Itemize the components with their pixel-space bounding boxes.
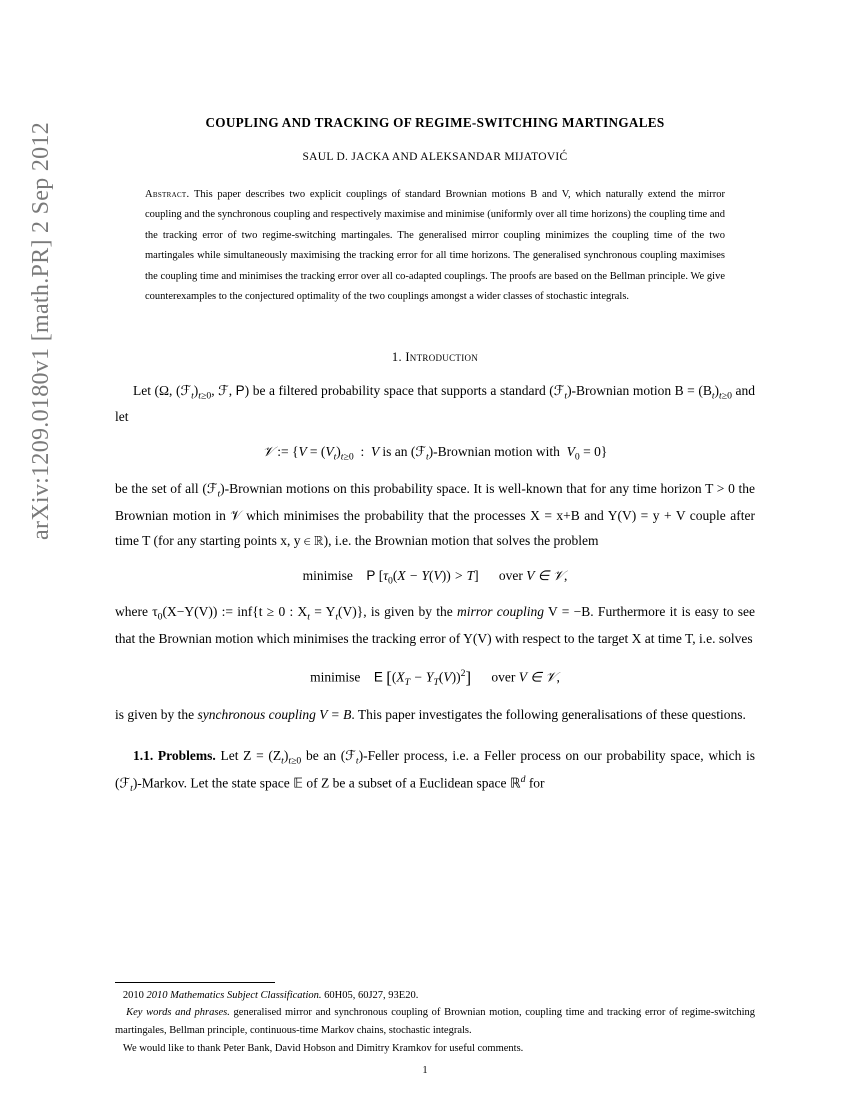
arxiv-identifier: arXiv:1209.0180v1 [math.PR] 2 Sep 2012	[28, 122, 55, 540]
footnote-label: Key words and phrases.	[126, 1007, 230, 1018]
display-math-3: minimise E [(XT − YT(V))2] over V ∈ 𝒱,	[115, 662, 755, 693]
footnote-rule	[115, 982, 275, 983]
abstract-text: This paper describes two explicit coupli…	[145, 189, 725, 302]
footnote-3: We would like to thank Peter Bank, David…	[115, 1040, 755, 1058]
text-italic: mirror coupling	[457, 604, 544, 619]
text: )-Markov. Let the state space 𝔼 of Z be …	[133, 775, 521, 790]
abstract-block: Abstract. This paper describes two expli…	[145, 185, 725, 308]
text: , ℱ,	[211, 383, 235, 398]
text: Let Z = (Z	[221, 748, 282, 763]
text: (X−Y(V)) := inf{t ≥ 0 : X	[163, 604, 308, 619]
text: minimise	[303, 568, 353, 583]
text: where τ	[115, 604, 158, 619]
text: be the set of all (ℱ	[115, 481, 217, 496]
footnote-2: Key words and phrases. generalised mirro…	[115, 1004, 755, 1040]
text: be an (ℱ	[301, 748, 356, 763]
abstract-label: Abstract.	[145, 189, 189, 200]
section-title: Introduction	[405, 350, 478, 364]
paper-title: COUPLING AND TRACKING OF REGIME-SWITCHIN…	[115, 115, 755, 131]
paragraph-4: is given by the synchronous coupling V =…	[115, 703, 755, 728]
paragraph-5: 1.1. Problems. Let Z = (Zt)t≥0 be an (ℱt…	[115, 744, 755, 798]
text: for	[525, 775, 544, 790]
text: = Y	[310, 604, 335, 619]
display-math-2: minimise P [τ0(X − Y(V)) > T] over V ∈ 𝒱…	[115, 564, 755, 591]
subsection-label: 1.1. Problems.	[133, 748, 216, 763]
text: . This paper investigates the following …	[351, 707, 746, 722]
text: )-Brownian motion B = (B	[567, 383, 712, 398]
footnote-label: 2010 Mathematics Subject Classification.	[147, 990, 322, 1001]
section-number: 1.	[392, 350, 402, 364]
page-number: 1	[0, 1065, 850, 1076]
section-heading: 1. Introduction	[115, 350, 755, 365]
text: (V)}, is given by the	[338, 604, 457, 619]
footnote-text: 60H05, 60J27, 93E20.	[324, 990, 418, 1001]
text: minimise	[310, 669, 360, 684]
text: ) be a filtered probability space that s…	[245, 383, 565, 398]
page-content: COUPLING AND TRACKING OF REGIME-SWITCHIN…	[115, 115, 755, 802]
display-math-1: 𝒱 := {V = (Vt)t≥0 : V is an (ℱt)-Brownia…	[115, 440, 755, 467]
paragraph-3: where τ0(X−Y(V)) := inf{t ≥ 0 : Xt = Yt(…	[115, 600, 755, 652]
footnotes: 2010 2010 Mathematics Subject Classifica…	[115, 982, 755, 1058]
paragraph-2: be the set of all (ℱt)-Brownian motions …	[115, 477, 755, 554]
text: Let (Ω, (ℱ	[133, 383, 191, 398]
text-italic: synchronous coupling V = B	[198, 707, 352, 722]
footnote-text: We would like to thank Peter Bank, David…	[123, 1043, 523, 1054]
paragraph-1: Let (Ω, (ℱt)t≥0, ℱ, P) be a filtered pro…	[115, 379, 755, 431]
footnote-1: 2010 2010 Mathematics Subject Classifica…	[115, 987, 755, 1005]
text: is given by the	[115, 707, 198, 722]
paper-authors: SAUL D. JACKA AND ALEKSANDAR MIJATOVIĆ	[115, 151, 755, 163]
body-text: Let (Ω, (ℱt)t≥0, ℱ, P) be a filtered pro…	[115, 379, 755, 798]
